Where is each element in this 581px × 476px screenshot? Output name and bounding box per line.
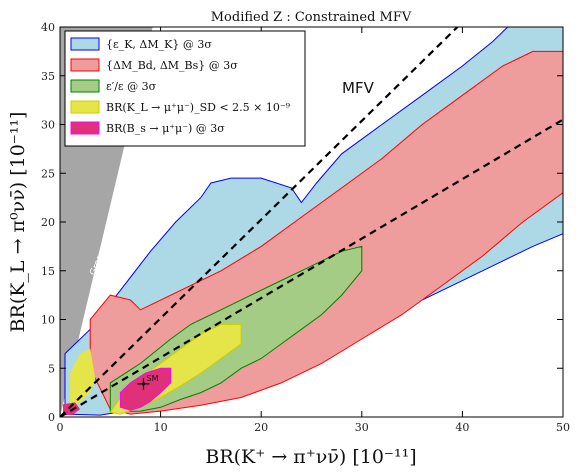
x-tick-label: 30 — [355, 421, 369, 434]
plot-area: SM — [60, 27, 563, 417]
chart-title: Modified Z : Constrained MFV — [211, 10, 412, 25]
legend-swatch-3 — [70, 100, 100, 114]
legend-label-4: BR(B_s → μ⁺μ⁻) @ 3σ — [106, 122, 225, 135]
x-axis-label: BR(K⁺ → π⁺νν̄) [10⁻¹¹] — [205, 446, 416, 468]
legend-swatch-0 — [70, 37, 100, 51]
reference-line-layer — [60, 27, 563, 417]
y-axis-label: BR(K_L → π⁰νν̄) [10⁻¹¹] — [7, 112, 29, 333]
y-tick-label: 20 — [41, 216, 55, 229]
y-tick-label: 30 — [41, 119, 55, 132]
mfv-label: MFV — [342, 79, 375, 97]
legend-label-2: ε′/ε @ 3σ — [106, 80, 157, 93]
legend-label-3: BR(K_L → μ⁺μ⁻)_SD < 2.5 × 10⁻⁹ — [106, 101, 291, 114]
sm-point — [141, 382, 146, 386]
axis-ticks: 0 10 20 30 40 50 0 5 10 15 20 25 30 35 40 — [41, 21, 570, 434]
x-tick-label: 20 — [254, 421, 268, 434]
legend-swatch-4 — [70, 121, 100, 135]
y-tick-label: 40 — [41, 21, 55, 34]
region-4 — [119, 367, 172, 411]
x-tick-label: 40 — [455, 421, 469, 434]
x-tick-label: 0 — [57, 421, 64, 434]
y-tick-label: 15 — [41, 265, 55, 278]
y-tick-label: 25 — [41, 167, 55, 180]
sm-label: SM — [146, 374, 158, 383]
legend-frame — [64, 30, 306, 147]
y-tick-label: 5 — [48, 362, 55, 375]
reference-line-0 — [60, 118, 563, 417]
y-tick-label: 0 — [48, 411, 55, 424]
x-tick-label: 10 — [154, 421, 168, 434]
reference-line-1 — [60, 27, 460, 417]
y-tick-label: 35 — [41, 70, 55, 83]
extra-region-1 — [63, 402, 81, 416]
legend-label-1: {ΔM_Bd, ΔM_Bs} @ 3σ — [106, 59, 238, 72]
annotation-layer: SM — [137, 374, 159, 390]
x-tick-label: 50 — [556, 421, 570, 434]
legend: {ε_K, ΔM_K} @ 3σ {ΔM_Bd, ΔM_Bs} @ 3σ ε′/ε … — [64, 30, 306, 147]
extra-region-0 — [70, 348, 96, 408]
y-tick-label: 10 — [41, 314, 55, 327]
legend-label-0: {ε_K, ΔM_K} @ 3σ — [106, 38, 212, 51]
extra-region-layer — [63, 348, 96, 416]
legend-swatch-2 — [70, 79, 100, 93]
region-layer — [64, 27, 563, 416]
legend-swatch-1 — [70, 58, 100, 72]
